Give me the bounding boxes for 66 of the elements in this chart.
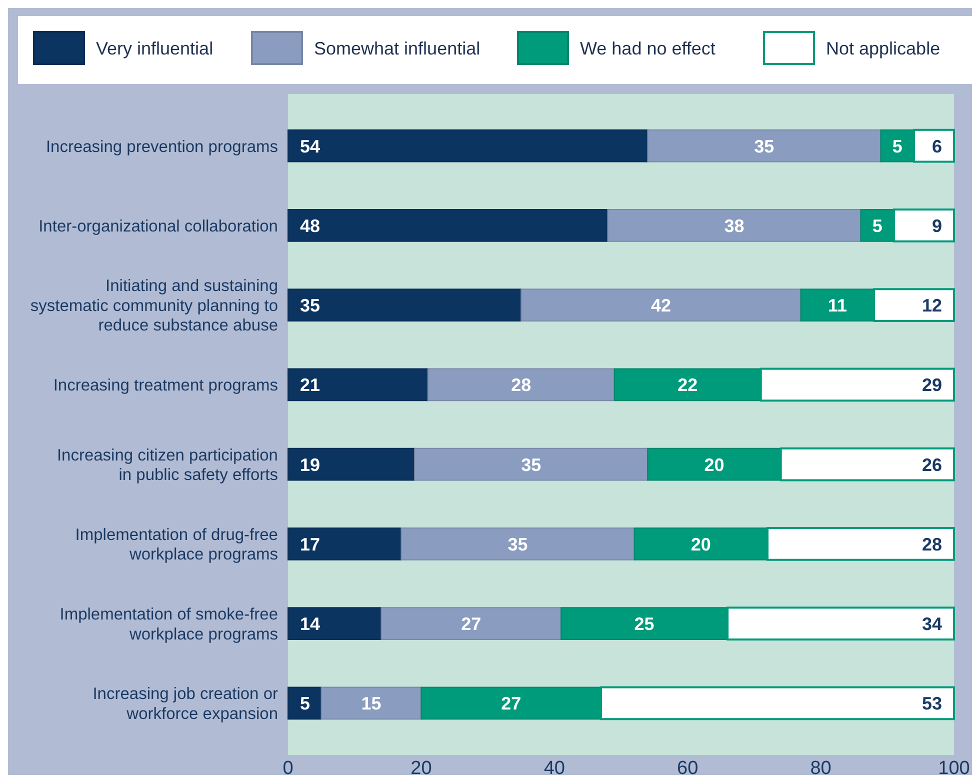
data-label: 20 — [690, 534, 711, 554]
data-label: 12 — [922, 296, 942, 316]
data-label: 34 — [922, 614, 942, 634]
y-tick-label: Increasing treatment programs — [53, 376, 278, 395]
bar — [288, 607, 382, 640]
data-label: 48 — [300, 216, 320, 236]
bar — [288, 209, 608, 242]
bar — [607, 209, 862, 242]
x-tick-label: 40 — [544, 758, 565, 779]
y-tick-label: Increasing citizen participation in public safety efforts — [56, 446, 278, 484]
bar — [427, 368, 615, 402]
legend-label: We had no effect — [580, 38, 716, 58]
data-label: 25 — [634, 614, 654, 634]
data-label: 5 — [300, 694, 310, 714]
x-tick-label: 60 — [677, 758, 698, 779]
data-label: 21 — [300, 375, 320, 396]
data-label: 11 — [828, 296, 847, 316]
x-tick-label: 0 — [282, 758, 294, 779]
data-label: 35 — [508, 534, 528, 554]
data-label: 17 — [300, 534, 320, 554]
data-label: 42 — [650, 296, 671, 316]
bar — [288, 686, 322, 720]
x-tick-label: 100 — [938, 758, 970, 779]
data-label: 35 — [300, 296, 320, 316]
data-label: 28 — [922, 534, 942, 554]
y-tick-label: Increasing prevention programs — [46, 138, 278, 156]
legend-label: Very influential — [96, 38, 214, 58]
bar — [288, 368, 428, 402]
bar — [647, 129, 882, 162]
data-label: 29 — [922, 375, 942, 396]
bar — [288, 288, 522, 322]
data-label: 27 — [501, 694, 522, 714]
data-label: 5 — [892, 136, 902, 156]
data-label: 28 — [511, 375, 532, 396]
data-label: 38 — [724, 216, 744, 236]
y-tick-label: Implementation of smoke-free workplace programs — [60, 606, 278, 644]
bar — [520, 288, 802, 322]
data-label: 26 — [922, 454, 942, 475]
x-tick-label: 80 — [810, 758, 832, 779]
data-label: 5 — [872, 216, 882, 236]
y-tick-label: Increasing job creation or workforce expansion — [92, 685, 278, 723]
data-label: 27 — [461, 614, 482, 634]
legend-label: Somewhat influential — [314, 38, 480, 58]
data-label: 20 — [704, 454, 724, 475]
x-tick-label: 20 — [410, 758, 432, 779]
data-label: 54 — [300, 136, 320, 156]
data-label: 15 — [361, 694, 382, 714]
data-label: 19 — [300, 454, 320, 475]
y-tick-label: Inter-organizational collaboration — [38, 217, 278, 236]
bar — [380, 607, 562, 640]
legend-label: Not applicable — [826, 38, 940, 58]
data-label: 6 — [932, 136, 942, 156]
data-label: 35 — [754, 136, 774, 156]
y-tick-label: Implementation of drug-free workplace programs — [75, 526, 278, 564]
bar — [288, 528, 402, 560]
data-label: 14 — [300, 614, 320, 634]
bar — [288, 129, 648, 162]
data-label: 53 — [922, 694, 942, 714]
bar — [414, 448, 648, 481]
bar — [320, 686, 422, 720]
bar — [400, 528, 635, 560]
data-label: 9 — [932, 216, 942, 236]
data-label: 22 — [678, 375, 698, 396]
y-tick-label: Initiating and sustaining systematic community planning to reduce substance abuse — [30, 277, 278, 335]
bar — [288, 448, 416, 481]
data-label: 35 — [521, 454, 542, 475]
